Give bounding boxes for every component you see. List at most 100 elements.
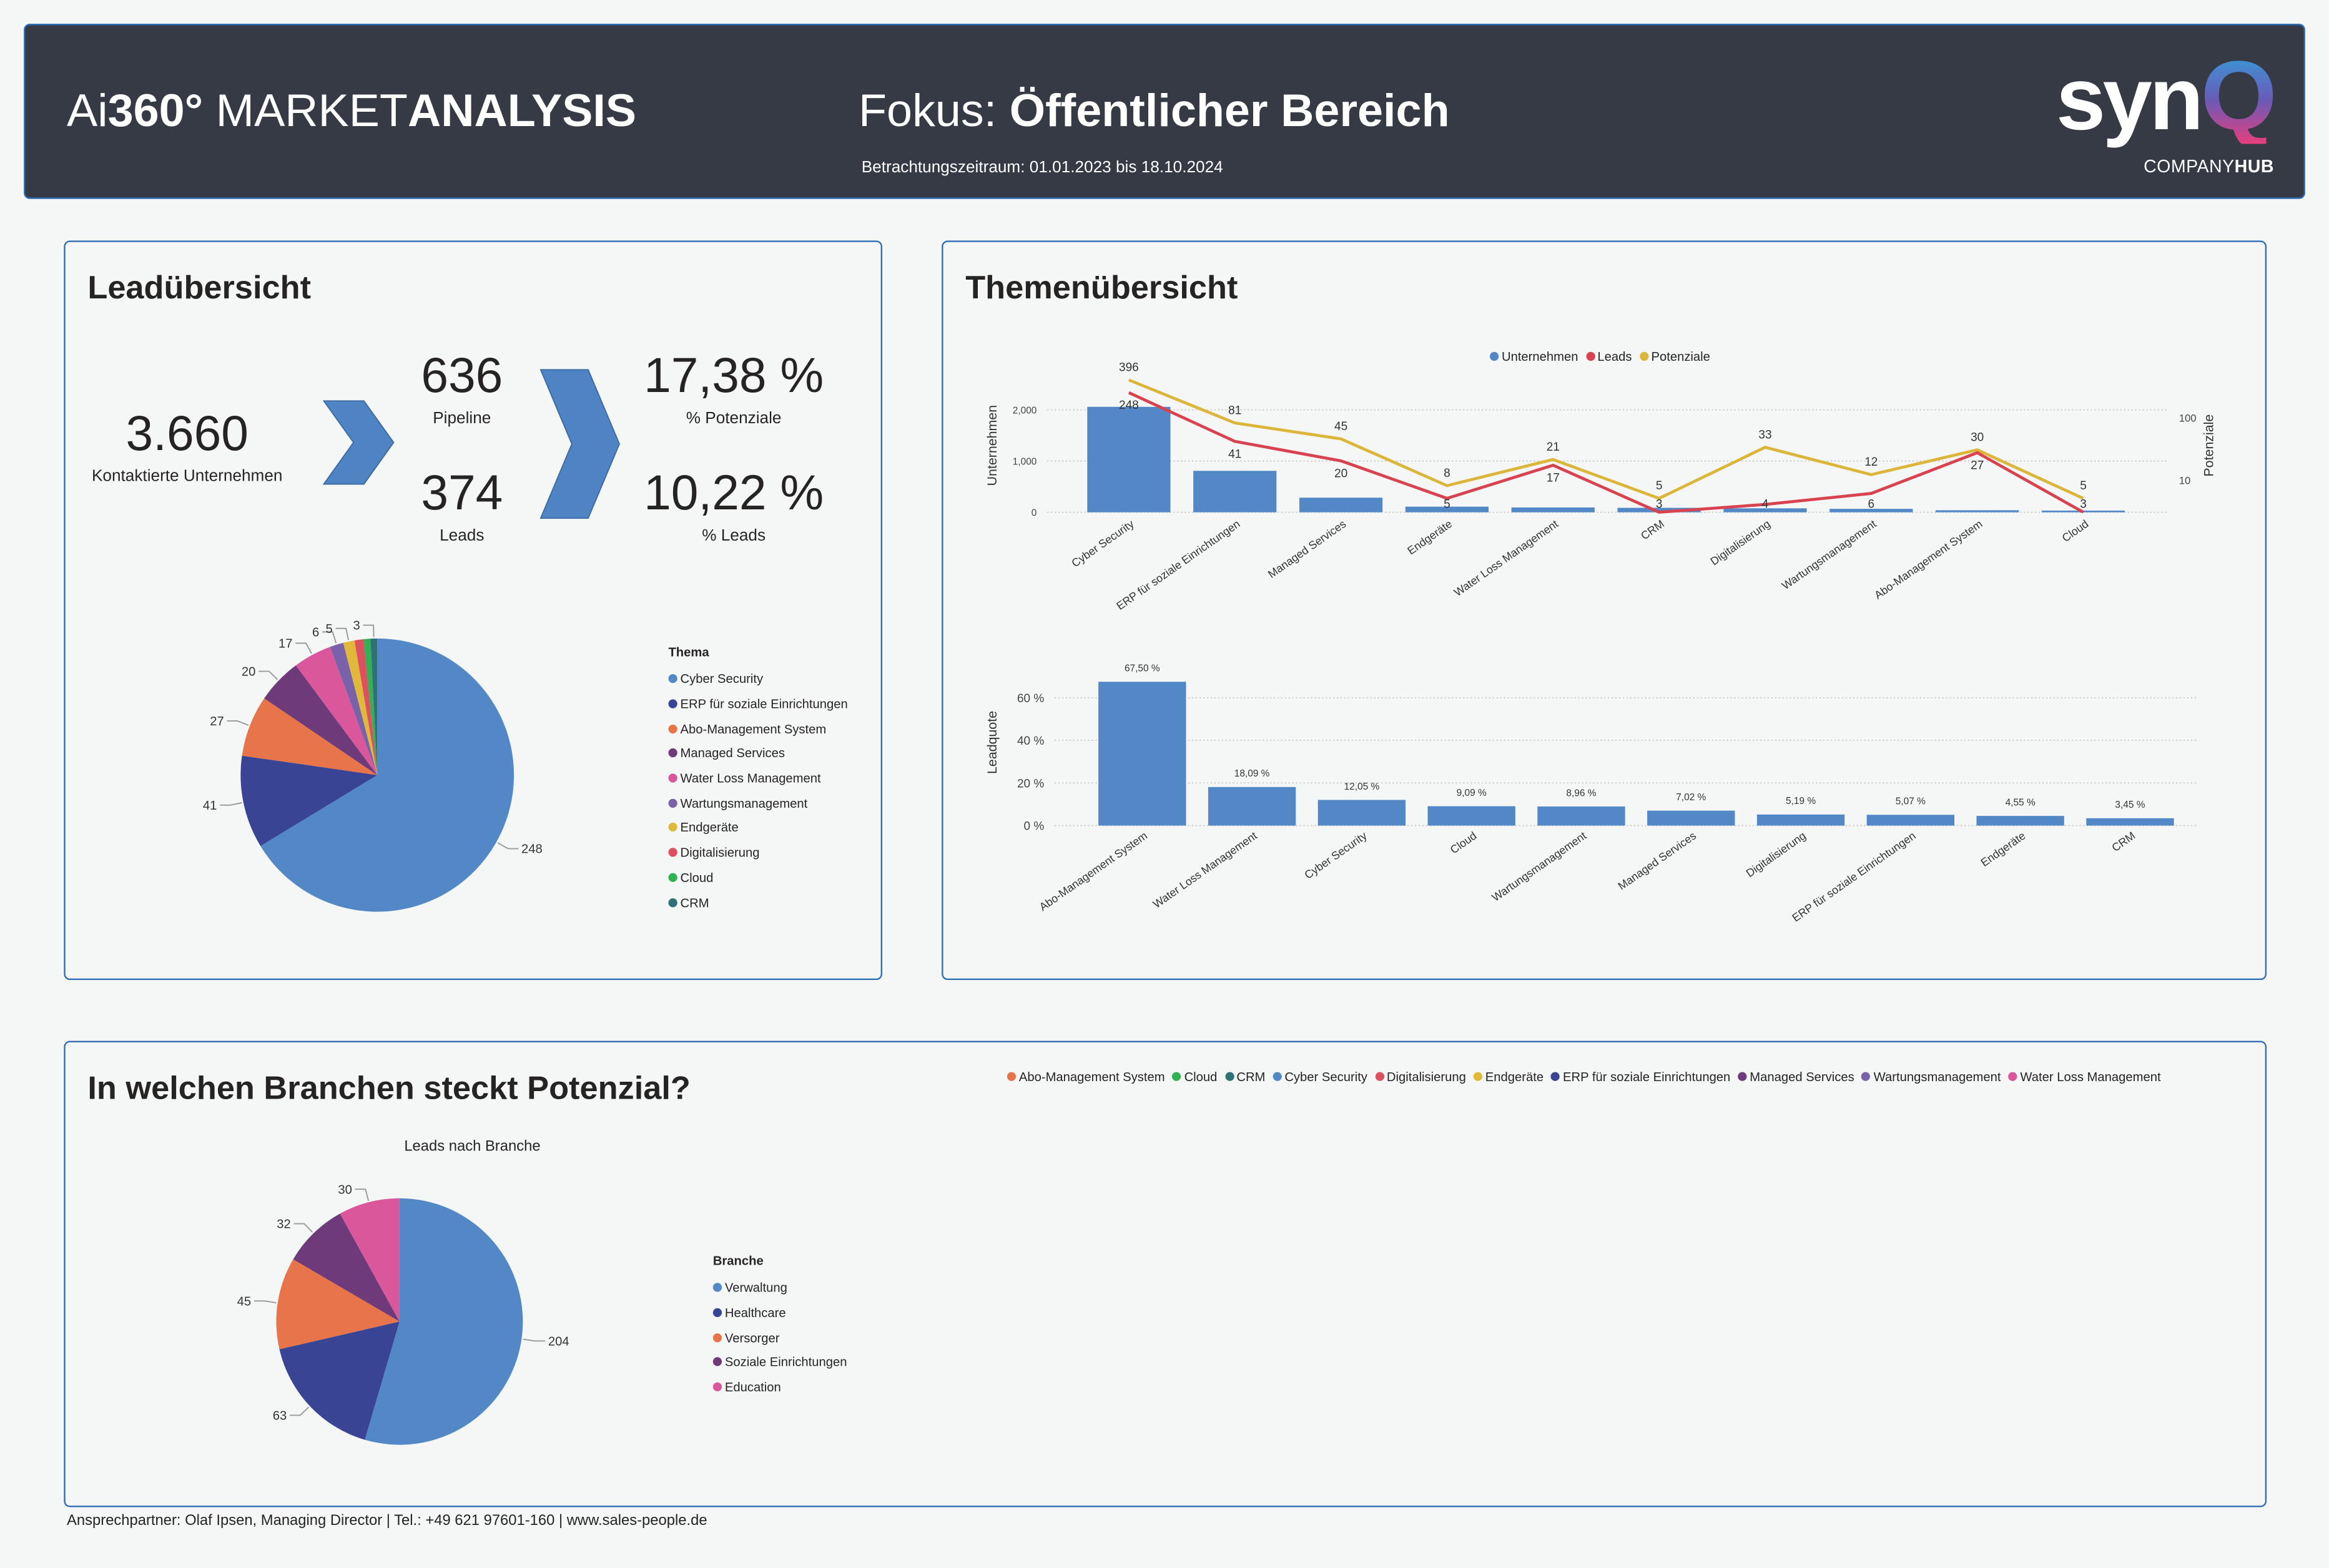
legend-dot-icon <box>1861 1072 1871 1081</box>
x-tick-label: Digitalisierung <box>1708 517 1773 568</box>
legend-item[interactable]: Healthcare <box>712 1300 847 1325</box>
legend-item[interactable]: Education <box>712 1374 847 1399</box>
logo-sub: COMPANYHUB <box>2144 156 2274 177</box>
legend-label: Healthcare <box>724 1305 786 1320</box>
legend-item[interactable]: CRM <box>1224 1069 1265 1084</box>
bar-unternehmen <box>1617 507 1701 512</box>
x-tick-label: Abo-Management System <box>1037 830 1150 914</box>
legend-item[interactable]: Endgeräte <box>1473 1069 1544 1084</box>
legend-item[interactable]: ERP für soziale Einrichtungen <box>668 692 848 717</box>
x-tick-label: Water Loss Management <box>1151 830 1259 911</box>
legend-label: CRM <box>680 894 709 910</box>
legend-item[interactable]: Managed Services <box>1738 1069 1854 1084</box>
title-part: ANALYSIS <box>407 84 637 137</box>
pie-slice <box>260 638 515 912</box>
pie-data-label: 45 <box>237 1295 251 1308</box>
leads-by-industry-pie: 204 63 45 32 30 <box>237 1183 569 1445</box>
kpi-label: Kontaktierte Unternehmen <box>91 468 283 486</box>
y2-tick-label: 10 <box>2179 474 2191 486</box>
bar-data-label: 5,07 % <box>1896 796 1926 807</box>
bar-leadquote <box>1208 786 1296 826</box>
legend-label: CRM <box>1236 1069 1266 1084</box>
legend-label: Cloud <box>1184 1069 1218 1084</box>
pie-leader-line <box>220 802 242 806</box>
legend-label: Cyber Security <box>1284 1069 1367 1084</box>
bar-unternehmen <box>1087 406 1171 512</box>
legend-item[interactable]: Cyber Security <box>668 667 847 692</box>
x-tick-label: Wartungsmanagement <box>1780 517 1879 592</box>
legend-dot-icon <box>668 873 677 882</box>
legend-label: Abo-Management System <box>680 721 827 737</box>
legend-item[interactable]: Water Loss Management <box>2008 1069 2161 1084</box>
legend-label: Water Loss Management <box>2020 1069 2161 1084</box>
legend-item[interactable]: Soziale Einrichtungen <box>712 1350 847 1374</box>
legend-dot-icon <box>1585 351 1595 361</box>
data-label-leads: 41 <box>1228 448 1241 461</box>
legend-item[interactable]: Digitalisierung <box>668 840 847 865</box>
legend-item[interactable]: Versorger <box>712 1325 847 1350</box>
legend-item[interactable]: ERP für soziale Einrichtungen <box>1551 1069 1730 1084</box>
legend-item[interactable]: Managed Services <box>668 741 847 766</box>
legend-item[interactable]: Cloud <box>668 865 847 890</box>
pie-slice <box>363 639 378 775</box>
pie-data-label: 3 <box>353 619 360 633</box>
legend-item[interactable]: Wartungsmanagement <box>668 791 847 816</box>
kpi-value: 636 <box>421 347 503 403</box>
legend-label: Endgeräte <box>680 820 739 836</box>
legend-label: Wartungsmanagement <box>680 795 808 811</box>
legend-item[interactable]: Unternehmen <box>1489 349 1578 364</box>
x-tick-label: Managed Services <box>1266 517 1348 581</box>
y-axis-title: Leadquote <box>985 711 1000 774</box>
kpi-label: Leads <box>440 527 485 546</box>
logo-q: Q <box>2200 40 2277 150</box>
legend-label: Digitalisierung <box>680 845 760 860</box>
data-label-potenziale: 12 <box>1864 456 1878 469</box>
legend-item[interactable]: CRM <box>668 889 847 914</box>
pie-data-label: 5 <box>325 622 332 636</box>
x-tick-label: ERP für soziale Einrichtungen <box>1114 517 1242 612</box>
legend-item[interactable]: Wartungsmanagement <box>1861 1069 2001 1084</box>
legend-item[interactable]: Cloud <box>1172 1069 1218 1084</box>
x-tick-label: Endgeräte <box>1979 829 2028 869</box>
bar-unternehmen <box>1936 510 2019 512</box>
legend-dot-icon <box>668 798 677 808</box>
pie-slice <box>279 1321 400 1440</box>
legend-dot-icon <box>1473 1072 1483 1081</box>
legend-label: Managed Services <box>680 746 785 761</box>
pie-leader-line <box>355 1188 369 1201</box>
legend-dot-icon <box>668 674 677 684</box>
pie-data-label: 41 <box>203 799 217 813</box>
pie-data-label: 248 <box>521 843 543 856</box>
pie-data-label: 30 <box>338 1183 352 1197</box>
legend-item[interactable]: Water Loss Management <box>668 766 847 791</box>
pie-slice <box>343 640 378 775</box>
legend-item[interactable]: Potenziale <box>1639 349 1710 364</box>
y-tick-label: 0 <box>1032 508 1037 519</box>
x-tick-label: Managed Services <box>1616 829 1698 892</box>
legend-item[interactable]: Verwaltung <box>712 1275 847 1300</box>
legend-item[interactable]: Endgeräte <box>668 815 847 840</box>
data-label-leads: 17 <box>1547 471 1560 484</box>
legend-label: Water Loss Management <box>680 770 821 786</box>
legend-item[interactable]: Abo-Management System <box>668 716 847 741</box>
kpi-value: 374 <box>421 464 503 520</box>
bar-leadquote <box>2086 818 2174 826</box>
bar-leadquote <box>1756 814 1845 826</box>
title-part: MARKET <box>203 84 408 137</box>
legend-item[interactable]: Digitalisierung <box>1374 1069 1466 1084</box>
legend-label: Soziale Einrichtungen <box>724 1355 847 1370</box>
legend-item[interactable]: Abo-Management System <box>1007 1069 1165 1084</box>
kpi-label: % Potenziale <box>686 409 782 428</box>
data-label-potenziale: 45 <box>1334 420 1347 433</box>
pie-slice <box>330 642 378 775</box>
kpi-value: 17,38 % <box>644 347 824 403</box>
legend-label: Abo-Management System <box>1018 1069 1165 1084</box>
app-title: Ai360° MARKETANALYSIS <box>67 85 636 139</box>
synq-logo: syn Q COMPANYHUB <box>1980 46 2277 189</box>
legend-dot-icon <box>668 748 677 758</box>
legend-item[interactable]: Leads <box>1585 349 1632 364</box>
legend-item[interactable]: Cyber Security <box>1273 1069 1367 1084</box>
kpi-value: 10,22 % <box>644 464 824 520</box>
